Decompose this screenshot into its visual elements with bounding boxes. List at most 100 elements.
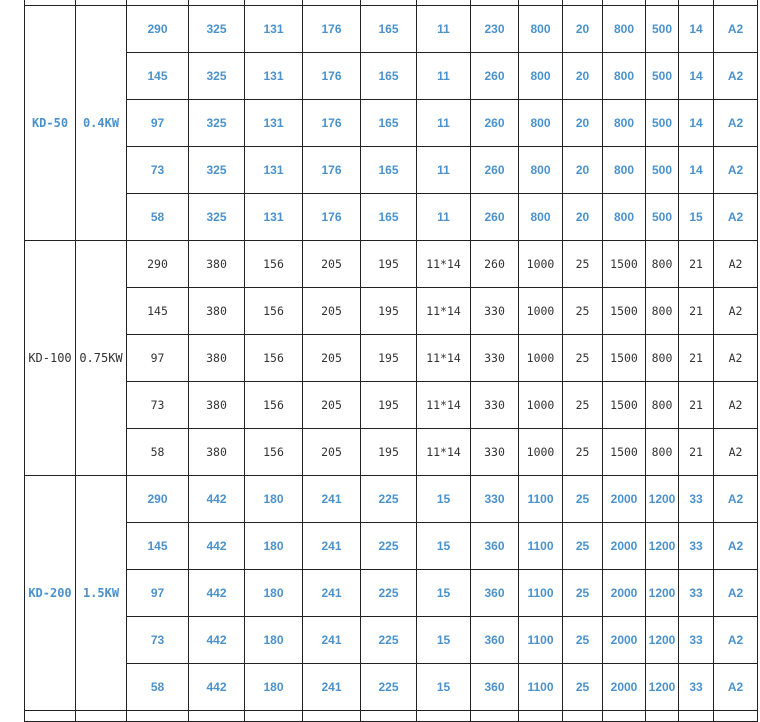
value-cell: 21: [678, 287, 714, 335]
value-cell: 73: [126, 616, 189, 664]
value-cell: 330: [470, 334, 519, 382]
value-cell: 15: [678, 193, 714, 241]
value-cell: 500: [645, 52, 679, 100]
value-cell: A2: [713, 334, 758, 382]
value-cell: 73: [126, 146, 189, 194]
value-cell: A2: [713, 146, 758, 194]
value-cell: 205: [302, 287, 361, 335]
value-cell: 25: [562, 475, 603, 523]
value-cell: 225: [360, 475, 417, 523]
value-cell: 11*14: [416, 428, 471, 476]
row: 58 442 180 241 225 15 360 1100 25 2000 1200 33 A2: [25, 663, 758, 711]
value-cell: 330: [470, 287, 519, 335]
value-cell: 442: [188, 522, 245, 570]
row: 145 325 131 176 165 11 260 800 20 800 500 14 A2: [25, 52, 758, 100]
value-cell: 325: [188, 52, 245, 100]
value-cell: 800: [518, 52, 563, 100]
model-cell: KD-100: [24, 240, 76, 476]
value-cell: 131: [244, 52, 303, 100]
value-cell: 11*14: [416, 287, 471, 335]
value-cell: 20: [562, 5, 603, 53]
value-cell: 20: [562, 52, 603, 100]
value-cell: 230: [470, 5, 519, 53]
row: 97 325 131 176 165 11 260 800 20 800 500 14 A2: [25, 99, 758, 147]
value-cell: 260: [470, 240, 519, 288]
value-cell: 442: [188, 475, 245, 523]
value-cell: 58: [126, 428, 189, 476]
value-cell: 241: [302, 663, 361, 711]
row: 58 380 156 205 195 11*14 330 1000 25 1500 800 21 A2: [25, 428, 758, 476]
value-cell: 14: [678, 99, 714, 147]
empty-cell: [518, 710, 563, 722]
value-cell: 176: [302, 99, 361, 147]
value-cell: 165: [360, 5, 417, 53]
value-cell: 500: [645, 5, 679, 53]
value-cell: 97: [126, 99, 189, 147]
value-cell: 14: [678, 146, 714, 194]
value-cell: 241: [302, 522, 361, 570]
value-cell: 131: [244, 99, 303, 147]
row: 73 442 180 241 225 15 360 1100 25 2000 1200 33 A2: [25, 616, 758, 664]
value-cell: 290: [126, 5, 189, 53]
value-cell: 800: [645, 240, 679, 288]
value-cell: 325: [188, 5, 245, 53]
value-cell: 360: [470, 663, 519, 711]
row: 145 442 180 241 225 15 360 1100 25 2000 1200 33 A2: [25, 522, 758, 570]
value-cell: 11*14: [416, 334, 471, 382]
value-cell: 325: [188, 193, 245, 241]
value-cell: 2000: [602, 569, 646, 617]
power-cell: 0.75KW: [75, 240, 127, 476]
value-cell: 800: [602, 52, 646, 100]
value-cell: 2000: [602, 616, 646, 664]
value-cell: 25: [562, 334, 603, 382]
value-cell: 800: [518, 99, 563, 147]
value-cell: 21: [678, 381, 714, 429]
value-cell: 176: [302, 52, 361, 100]
value-cell: 1000: [518, 428, 563, 476]
value-cell: 225: [360, 522, 417, 570]
model-cell: KD-50: [24, 5, 76, 241]
row: 73 325 131 176 165 11 260 800 20 800 500 14 A2: [25, 146, 758, 194]
empty-cell: [678, 710, 714, 722]
value-cell: 325: [188, 99, 245, 147]
value-cell: 2000: [602, 663, 646, 711]
value-cell: 1100: [518, 475, 563, 523]
value-cell: A2: [713, 616, 758, 664]
value-cell: 1100: [518, 522, 563, 570]
value-cell: 360: [470, 616, 519, 664]
value-cell: 180: [244, 475, 303, 523]
value-cell: 145: [126, 522, 189, 570]
value-cell: 290: [126, 240, 189, 288]
value-cell: 1000: [518, 334, 563, 382]
empty-cell: [188, 710, 245, 722]
value-cell: 20: [562, 193, 603, 241]
value-cell: 500: [645, 146, 679, 194]
row: KD-100 0.75KW 290 380 156 205 195 11*14 260 1000 2…: [24, 240, 758, 476]
empty-cell: [126, 710, 189, 722]
value-cell: 195: [360, 240, 417, 288]
value-cell: 800: [518, 193, 563, 241]
value-cell: 205: [302, 381, 361, 429]
value-cell: 1200: [645, 569, 679, 617]
value-cell: 241: [302, 475, 361, 523]
value-cell: 800: [602, 193, 646, 241]
value-cell: 131: [244, 5, 303, 53]
value-cell: 330: [470, 475, 519, 523]
value-cell: 15: [416, 616, 471, 664]
empty-cell: [244, 710, 303, 722]
value-cell: 260: [470, 52, 519, 100]
value-cell: A2: [713, 193, 758, 241]
value-cell: 25: [562, 522, 603, 570]
value-cell: 1100: [518, 616, 563, 664]
value-cell: 380: [188, 381, 245, 429]
value-cell: 25: [562, 287, 603, 335]
value-cell: 360: [470, 522, 519, 570]
value-cell: 800: [518, 146, 563, 194]
value-cell: 260: [470, 146, 519, 194]
empty-cell: [360, 710, 417, 722]
value-cell: 290: [126, 475, 189, 523]
value-cell: 1200: [645, 522, 679, 570]
value-cell: 800: [645, 428, 679, 476]
value-cell: 33: [678, 522, 714, 570]
